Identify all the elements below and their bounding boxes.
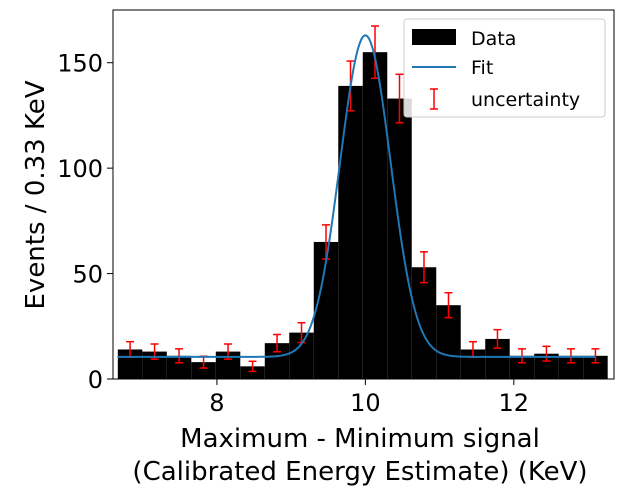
histogram-bar xyxy=(411,267,437,379)
y-tick-label: 100 xyxy=(57,155,103,183)
error-bar xyxy=(591,348,600,364)
fit-line xyxy=(117,34,596,358)
error-bar xyxy=(248,360,257,373)
x-axis-label-line1: Maximum - Minimum signal xyxy=(180,424,540,454)
legend-data-swatch xyxy=(412,29,456,45)
x-tick-label: 12 xyxy=(499,389,530,417)
y-tick-label: 0 xyxy=(88,366,103,394)
histogram-bar xyxy=(338,85,363,379)
x-tick-label: 10 xyxy=(350,389,381,417)
x-axis: 8 10 12 xyxy=(209,379,529,417)
error-bar xyxy=(419,251,428,284)
histogram-bar xyxy=(191,362,216,379)
legend-uncertainty-swatch xyxy=(430,88,438,110)
histogram-bar xyxy=(362,52,388,380)
plot-frame xyxy=(112,9,615,380)
y-axis-label: Events / 0.33 KeV xyxy=(21,80,51,309)
x-tick-label: 8 xyxy=(209,389,224,417)
histogram-bar xyxy=(166,355,192,379)
histogram-bar xyxy=(558,355,584,379)
legend-data-label: Data xyxy=(471,28,516,50)
error-bar xyxy=(566,348,575,364)
error-bar xyxy=(517,348,526,364)
error-bar xyxy=(371,25,380,80)
histogram-bar xyxy=(387,98,412,379)
error-bar xyxy=(493,328,502,349)
error-bar xyxy=(542,345,551,362)
histogram-bar xyxy=(509,355,535,379)
error-bar xyxy=(444,292,453,319)
x-axis-label-line2: (Calibrated Energy Estimate) (KeV) xyxy=(132,457,587,487)
y-tick-label: 50 xyxy=(72,261,103,289)
error-bars xyxy=(126,25,600,373)
legend: Data Fit uncertainty xyxy=(403,18,606,118)
y-tick-label: 150 xyxy=(57,50,103,78)
error-bar xyxy=(175,348,184,364)
histogram-bar xyxy=(583,355,608,379)
histogram-bars xyxy=(117,52,608,380)
legend-uncertainty-label: uncertainty xyxy=(471,89,580,111)
error-bar xyxy=(395,73,404,124)
histogram-bar xyxy=(240,366,265,379)
error-bar xyxy=(273,333,282,353)
y-axis: 0 50 100 150 xyxy=(57,50,113,394)
legend-fit-label: Fit xyxy=(471,57,493,79)
